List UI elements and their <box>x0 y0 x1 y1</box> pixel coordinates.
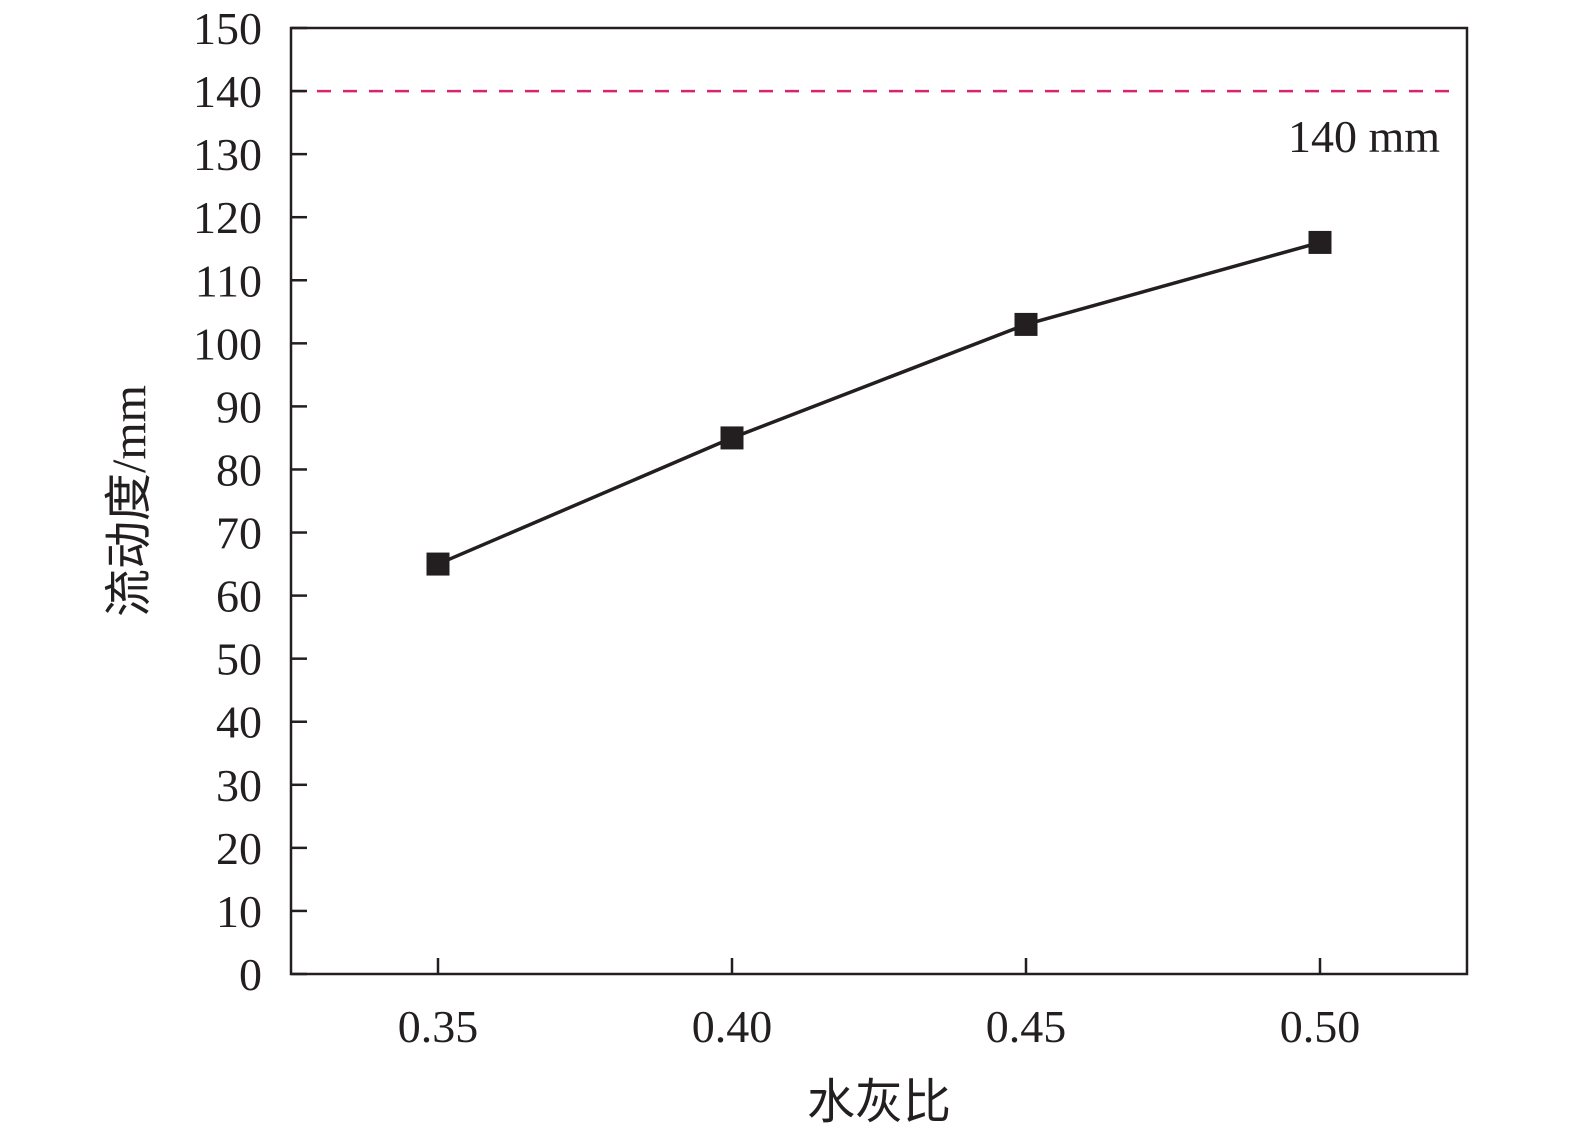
reference-line-label: 140 mm <box>1288 111 1440 162</box>
y-tick-label: 110 <box>195 255 262 306</box>
series-line <box>437 240 1321 566</box>
y-tick-label: 130 <box>193 129 262 180</box>
y-tick-label: 150 <box>193 3 262 54</box>
y-tick-label: 120 <box>193 192 262 243</box>
y-tick-label: 20 <box>216 823 262 874</box>
x-tick-label: 0.35 <box>398 1001 479 1052</box>
data-point <box>1014 312 1038 336</box>
data-point <box>720 426 744 450</box>
y-tick-label: 0 <box>239 949 262 1000</box>
y-tick-label: 30 <box>216 760 262 811</box>
y-tick-label: 10 <box>216 886 262 937</box>
y-tick-label: 80 <box>216 444 262 495</box>
y-tick-label: 70 <box>216 508 262 559</box>
data-point <box>1308 230 1332 254</box>
x-tick-label: 0.40 <box>692 1001 773 1052</box>
plot-frame <box>289 26 1469 976</box>
y-tick-label: 50 <box>216 634 262 685</box>
y-tick-label: 140 <box>193 66 262 117</box>
y-tick-label: 90 <box>216 381 262 432</box>
tick-layer: 0 10 20 30 40 50 60 70 80 90 100 110 120 130 140 150 0.3… <box>193 3 1360 1052</box>
data-point <box>426 552 450 576</box>
x-axis-label: 水灰比 <box>807 1076 951 1129</box>
y-tick-label: 40 <box>216 697 262 748</box>
y-tick-label: 60 <box>216 571 262 622</box>
x-tick-label: 0.50 <box>1280 1001 1361 1052</box>
y-axis-label: 流动度/mm <box>103 385 156 617</box>
x-tick-label: 0.45 <box>986 1001 1067 1052</box>
y-tick-label: 100 <box>193 318 262 369</box>
series-layer <box>426 230 1332 576</box>
